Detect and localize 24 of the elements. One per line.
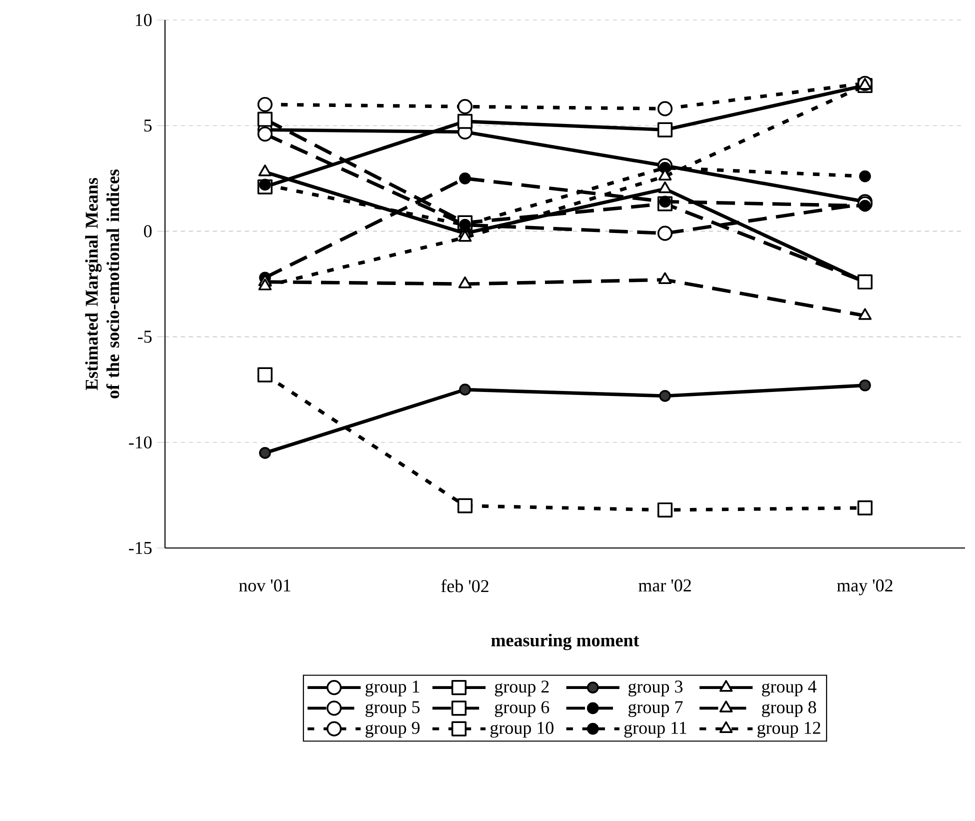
legend-label: group 6 (494, 701, 550, 718)
legend-label: group 7 (628, 701, 683, 717)
x-tick-label: nov '01 (239, 579, 290, 592)
legend-label: group 4 (762, 680, 816, 696)
y-tick-label: -15 (128, 542, 152, 554)
y-tick-label: -10 (128, 436, 152, 448)
y-axis-title: Estimated Marginal Means of the socio-emotional indices (85, 169, 120, 398)
legend-label: group 9 (366, 722, 420, 738)
x-axis-title: measuring moment (491, 634, 640, 650)
legend-label: group 2 (494, 680, 549, 696)
x-tick-label: mar '02 (638, 579, 691, 592)
legend-label: group 8 (762, 701, 816, 718)
legend-label: group 3 (628, 680, 683, 696)
y-tick-label: 0 (144, 225, 152, 238)
y-tick-label: 10 (136, 14, 152, 26)
legend-label: group 5 (366, 701, 420, 717)
x-tick-label: may '02 (837, 579, 892, 596)
legend-label: group 12 (758, 722, 820, 738)
y-tick-label: -5 (138, 330, 152, 343)
x-tick-label: feb '02 (441, 579, 488, 592)
legend-label: group 10 (490, 722, 554, 738)
legend-label: group 11 (624, 722, 686, 738)
legend-label: group 1 (366, 680, 420, 696)
y-tick-label: 5 (144, 120, 152, 132)
